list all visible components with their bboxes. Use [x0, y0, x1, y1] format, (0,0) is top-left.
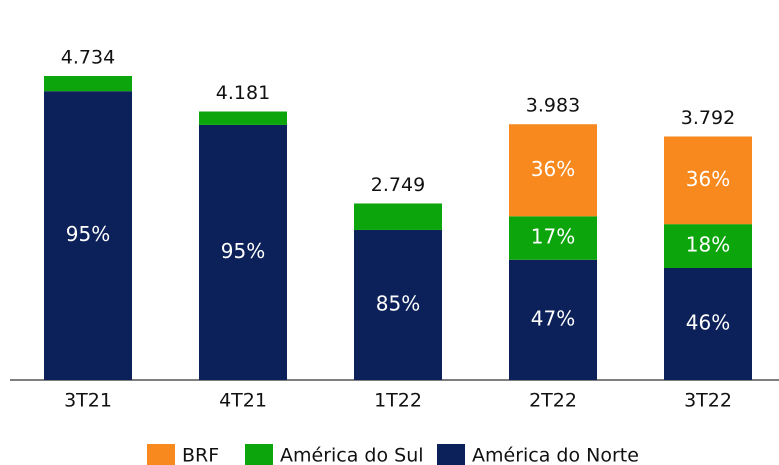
segment-label: 85% [376, 291, 420, 315]
legend-swatch [245, 444, 273, 465]
total-label: 3.983 [526, 95, 580, 117]
legend-swatch [437, 444, 465, 465]
bar-segment [44, 91, 132, 380]
bar-segment [199, 111, 287, 125]
bar-segment [509, 124, 597, 217]
segment-label: 95% [66, 222, 110, 246]
x-tick-label: 4T21 [219, 390, 267, 412]
bar-segment [354, 229, 442, 380]
total-label: 3.792 [681, 107, 735, 129]
bar-segment [664, 224, 752, 268]
segment-label: 18% [686, 233, 730, 257]
legend-label: América do Sul [280, 445, 424, 465]
bar-segment [664, 267, 752, 380]
segment-label: 47% [531, 306, 575, 330]
x-tick-label: 2T22 [529, 390, 577, 412]
segment-label: 46% [686, 310, 730, 334]
legend-label: BRF [182, 445, 219, 465]
bar-segment [664, 136, 752, 225]
segment-label: 36% [686, 167, 730, 191]
bar-segment [509, 259, 597, 380]
bar-segment [354, 203, 442, 230]
bar-segment [509, 216, 597, 260]
total-label: 2.749 [371, 174, 425, 196]
bar-segment [44, 76, 132, 92]
x-tick-label: 3T22 [684, 390, 732, 412]
segment-label: 17% [531, 225, 575, 249]
legend-label: América do Norte [472, 445, 639, 465]
total-label: 4.181 [216, 82, 270, 104]
bar-segment [199, 124, 287, 380]
legend-swatch [147, 444, 175, 465]
x-tick-label: 1T22 [374, 390, 422, 412]
segment-label: 95% [221, 239, 265, 263]
total-label: 4.734 [61, 47, 115, 69]
segment-label: 36% [531, 157, 575, 181]
x-tick-label: 3T21 [64, 390, 112, 412]
